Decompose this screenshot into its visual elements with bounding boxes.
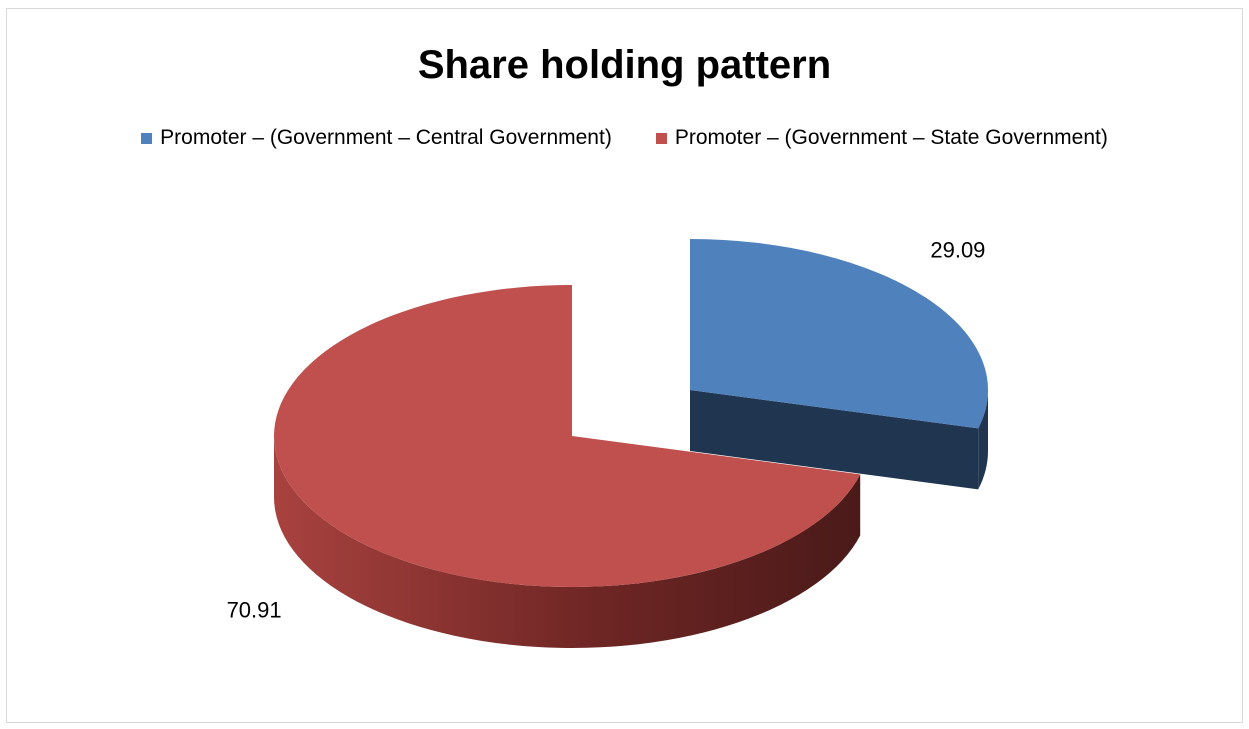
slice-top-face — [274, 285, 861, 587]
pie-slice-central-government — [690, 239, 989, 490]
legend: Promoter – (Government – Central Governm… — [7, 126, 1242, 150]
slice-top-face — [690, 239, 989, 429]
legend-swatch-state-government — [655, 132, 667, 144]
data-label-state-government: 70.91 — [227, 597, 282, 622]
slice-side-wall — [274, 436, 861, 648]
legend-label-state-government: Promoter – (Government – State Governmen… — [674, 126, 1108, 149]
legend-item-central-government: Promoter – (Government – Central Governm… — [141, 126, 612, 150]
slice-side-wall — [978, 390, 988, 490]
data-label-central-government: 29.09 — [930, 238, 985, 263]
legend-label-central-government: Promoter – (Government – Central Governm… — [160, 126, 612, 149]
legend-swatch-central-government — [141, 132, 153, 144]
legend-item-state-government: Promoter – (Government – State Governmen… — [655, 126, 1108, 150]
chart-title: Share holding pattern — [417, 43, 832, 87]
slice-cut-face — [690, 390, 979, 490]
pie-slice-state-government — [274, 285, 861, 648]
